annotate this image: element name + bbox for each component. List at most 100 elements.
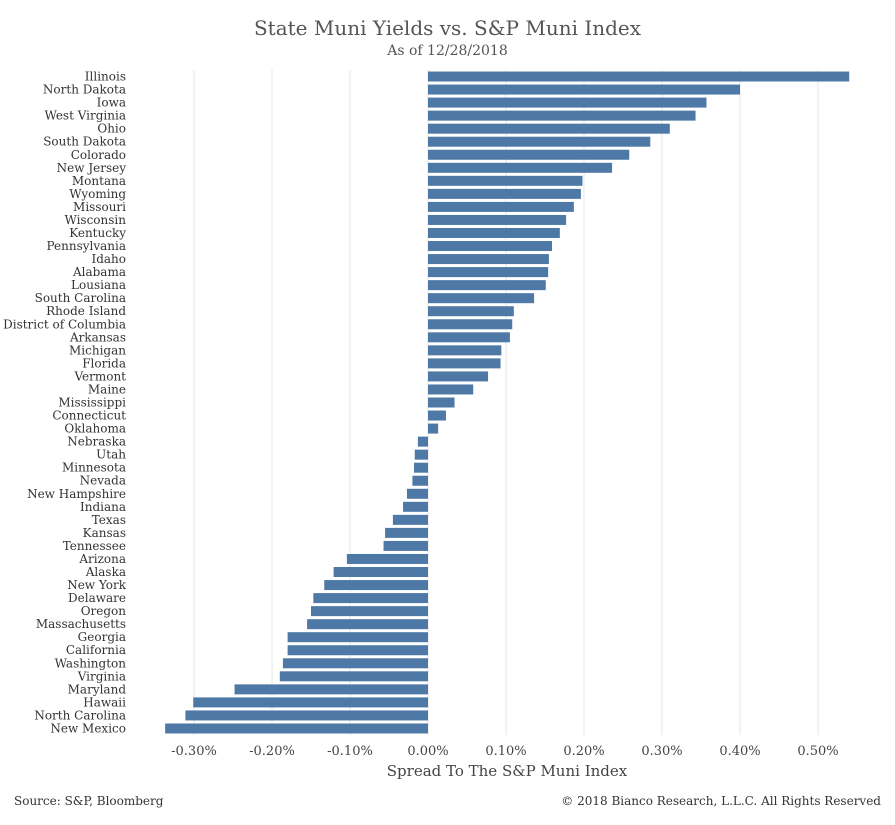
- x-tick-label: 0.00%: [407, 744, 448, 759]
- category-label: Wyoming: [69, 187, 126, 201]
- x-tick-label: 0.30%: [641, 744, 682, 759]
- category-label: Pennsylvania: [46, 239, 126, 253]
- category-label: Florida: [82, 356, 126, 370]
- bar: [428, 397, 455, 408]
- bar: [428, 254, 549, 265]
- bar: [428, 241, 553, 252]
- bar: [428, 293, 535, 304]
- bar: [428, 201, 574, 212]
- category-label: North Carolina: [34, 708, 126, 722]
- chart-title: State Muni Yields vs. S&P Muni Index: [253, 16, 642, 40]
- bar: [428, 110, 696, 121]
- gridlines: [193, 70, 819, 735]
- x-tick-label: 0.10%: [485, 744, 526, 759]
- bar: [234, 684, 428, 695]
- bar: [428, 306, 514, 317]
- bar: [428, 97, 707, 108]
- category-label: New York: [67, 578, 127, 592]
- category-label: Lousiana: [71, 278, 126, 292]
- x-tick-label: -0.30%: [171, 744, 217, 759]
- bar: [333, 567, 428, 578]
- bar: [428, 280, 546, 291]
- bar: [428, 267, 549, 278]
- category-label: Colorado: [71, 148, 126, 162]
- bar: [428, 71, 850, 82]
- category-label: Nevada: [80, 474, 126, 488]
- category-label: Idaho: [91, 252, 126, 266]
- category-label: Missouri: [73, 200, 126, 214]
- bar: [279, 671, 428, 682]
- category-label: Illinois: [85, 70, 126, 84]
- category-label: Iowa: [97, 96, 126, 110]
- category-label: Kansas: [83, 526, 126, 540]
- bar: [193, 697, 428, 708]
- category-label: Oregon: [81, 604, 127, 618]
- category-label: Vermont: [73, 369, 126, 383]
- bar: [406, 488, 428, 499]
- category-label: Delaware: [68, 591, 126, 605]
- bar: [165, 723, 428, 734]
- category-label: South Carolina: [35, 291, 126, 305]
- bar: [428, 319, 513, 330]
- bar: [428, 423, 439, 434]
- bar: [428, 410, 446, 421]
- category-label: Utah: [96, 448, 126, 462]
- bar: [287, 632, 428, 643]
- chart-subtitle: As of 12/28/2018: [387, 43, 508, 59]
- category-label: Montana: [72, 174, 126, 188]
- x-tick-label: 0.20%: [563, 744, 604, 759]
- category-label: Arkansas: [69, 330, 126, 344]
- bar: [428, 214, 567, 225]
- category-label: Hawaii: [83, 695, 126, 709]
- category-label: Massachusetts: [36, 617, 126, 631]
- bar: [428, 162, 613, 173]
- bar: [412, 475, 428, 486]
- x-tick-labels: -0.30% -0.20% -0.10% 0.00% 0.10% 0.20% 0.30% 0.…: [171, 744, 839, 759]
- bar: [413, 462, 428, 473]
- bar: [428, 136, 651, 147]
- category-label: North Dakota: [43, 83, 126, 97]
- bar: [428, 332, 510, 343]
- category-label: Maryland: [68, 682, 127, 696]
- bar: [428, 345, 502, 356]
- category-label: New Hampshire: [27, 487, 126, 501]
- category-label: Nebraska: [67, 435, 126, 449]
- source-note: Source: S&P, Bloomberg: [14, 794, 164, 808]
- category-label: District of Columbia: [3, 317, 126, 331]
- bar: [428, 227, 560, 238]
- copyright-note: © 2018 Bianco Research, L.L.C. All Right…: [561, 794, 881, 808]
- category-label: Maine: [88, 382, 126, 396]
- x-tick-label: 0.40%: [719, 744, 760, 759]
- bar: [428, 384, 474, 395]
- category-label: Washington: [55, 656, 127, 670]
- bar: [383, 540, 428, 551]
- category-label: Georgia: [78, 630, 126, 644]
- category-label: Tennessee: [63, 539, 126, 553]
- bar: [185, 710, 428, 721]
- bar: [428, 175, 583, 186]
- category-label: New Mexico: [50, 721, 126, 735]
- bar: [428, 123, 670, 134]
- bar: [417, 436, 428, 447]
- bar: [313, 593, 428, 604]
- bar: [428, 149, 630, 160]
- category-label: Rhode Island: [46, 304, 126, 318]
- category-label: Alabama: [72, 265, 126, 279]
- category-label: California: [66, 643, 126, 657]
- bar: [385, 527, 428, 538]
- category-label: South Dakota: [43, 135, 126, 149]
- category-label: Indiana: [80, 500, 126, 514]
- x-tick-label: -0.10%: [327, 744, 373, 759]
- bar: [403, 501, 428, 512]
- category-label: Minnesota: [62, 461, 126, 475]
- bar: [428, 358, 501, 369]
- category-label: West Virginia: [44, 109, 126, 123]
- category-label: Ohio: [97, 122, 126, 136]
- bar: [282, 658, 428, 669]
- category-label: Oklahoma: [64, 422, 126, 436]
- x-axis-label: Spread To The S&P Muni Index: [387, 762, 628, 780]
- category-label: Michigan: [69, 343, 126, 357]
- bars: [165, 71, 850, 734]
- bar: [428, 188, 581, 199]
- category-label: Alaska: [85, 565, 126, 579]
